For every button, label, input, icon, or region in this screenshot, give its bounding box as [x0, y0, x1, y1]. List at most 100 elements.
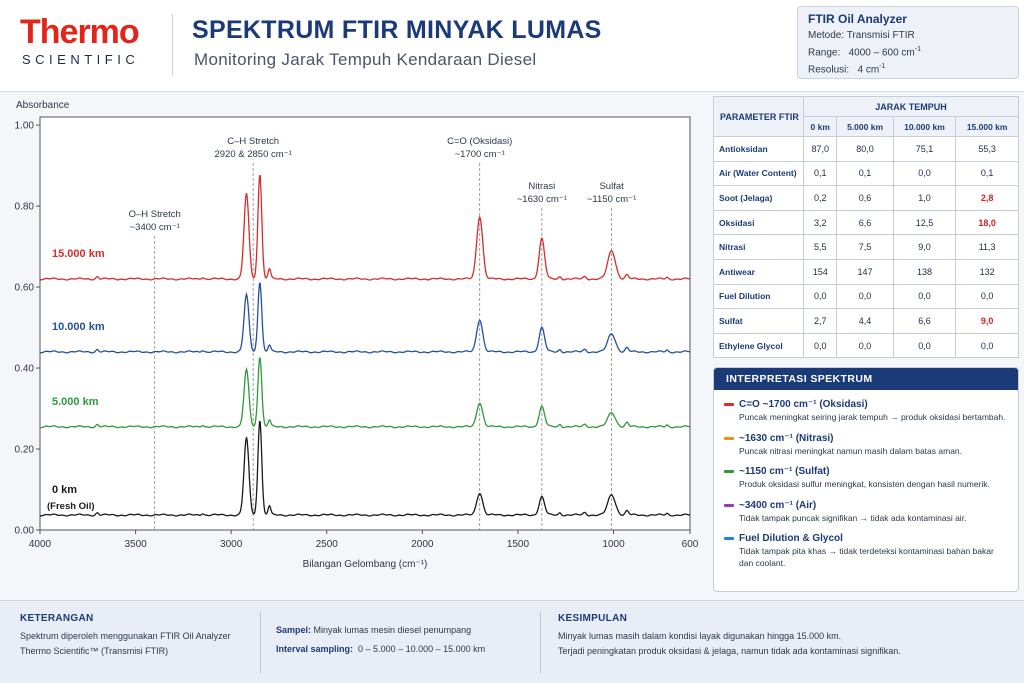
table-row-param: Air (Water Content) [713, 160, 804, 187]
series-line [39, 175, 690, 281]
header: Thermo SCIENTIFIC SPEKTRUM FTIR MINYAK L… [0, 0, 1024, 92]
table-cell: 138 [892, 258, 957, 285]
footer-separator [540, 611, 541, 673]
y-tick-label: 0.20 [15, 445, 35, 456]
interval-value: 0 – 5.000 – 10.000 – 15.000 km [358, 644, 486, 654]
table-header-group: JARAK TEMPUH [803, 96, 1019, 117]
table-body: Antioksidan 87,0 80,0 75,1 55,3 Air (Water Co… [713, 136, 1019, 359]
series-label: 10.000 km [52, 321, 105, 333]
table-row-param: Nitrasi [713, 234, 804, 260]
logo-subtext: SCIENTIFIC [22, 52, 140, 67]
table-cell: 0,0 [892, 160, 957, 187]
footer-keterangan: KETERANGAN Spektrum diperoleh menggunaka… [20, 613, 250, 659]
analyzer-title: FTIR Oil Analyzer [808, 12, 907, 26]
y-axis-label: Absorbance [16, 100, 70, 111]
table-cell: 2,8 [955, 185, 1019, 211]
analyzer-range-value: 4000 – 600 cm [848, 47, 915, 59]
header-divider [172, 14, 173, 76]
annotation-label: Nitrasi [528, 181, 555, 192]
series-label: 5.000 km [52, 396, 99, 408]
y-tick-label: 0.60 [15, 283, 35, 294]
bullet-marker-icon [724, 436, 734, 440]
x-tick-label: 2000 [411, 539, 434, 550]
x-tick-label: 600 [682, 539, 699, 550]
interval-label: Interval sampling: [276, 644, 354, 654]
interpretation-item-head: ~1150 cm⁻¹ (Sulfat) [739, 466, 830, 477]
sampel-label: Sampel: [276, 625, 312, 635]
footer: KETERANGAN Spektrum diperoleh menggunaka… [0, 600, 1024, 683]
kesimpulan-title: KESIMPULAN [558, 613, 628, 624]
series-line [39, 420, 691, 517]
analyzer-resolusi-label: Resolusi: [808, 64, 850, 76]
table-cell: 0,0 [836, 332, 894, 359]
table-row: Antiwear 154 147 138 132 [713, 258, 1019, 285]
interpretation-item-head: Fuel Dilution & Glycol [739, 533, 843, 544]
x-tick-label: 1000 [602, 539, 625, 550]
analyzer-resolusi: Resolusi: 4 cm-1 [808, 60, 1008, 77]
table-cell: 0,0 [836, 283, 894, 310]
table-row: Nitrasi 5,5 7,5 9,0 11,3 [713, 234, 1019, 260]
footer-sampel: Sampel: Minyak lumas mesin diesel penump… [276, 623, 526, 657]
x-tick-label: 4000 [29, 539, 52, 550]
table-col-header: 0 km [802, 116, 838, 137]
interpretation-item-head: ~1630 cm⁻¹ (Nitrasi) [739, 432, 834, 444]
table-row-param: Ethylene Glycol [713, 332, 804, 359]
table-cell: 80,0 [836, 136, 894, 162]
sampel-line: Sampel: Minyak lumas mesin diesel penump… [276, 623, 526, 638]
table-cell: 0,6 [836, 185, 894, 211]
table-cell: 0,1 [955, 160, 1019, 187]
logo-wordmark: Thermo [20, 13, 140, 51]
table-cell: 9,0 [892, 234, 957, 260]
table-col-header: 15.000 km [955, 116, 1019, 137]
table-cell: 0,0 [955, 332, 1019, 359]
table-cell: 154 [802, 258, 838, 285]
table-row: Soot (Jelaga) 0,2 0,6 1,0 2,8 [713, 185, 1019, 211]
x-tick-label: 1500 [507, 539, 530, 550]
keterangan-line2: Thermo Scientific™ (Transmisi FTIR) [20, 646, 169, 656]
table-cell: 0,0 [892, 332, 957, 359]
series-sublabel: (Fresh Oil) [47, 501, 95, 512]
annotation-sublabel: ~1150 cm⁻¹ [587, 194, 636, 205]
page-title: SPEKTRUM FTIR MINYAK LUMAS [192, 16, 602, 44]
bullet-marker-icon [724, 403, 734, 406]
bullet-marker-icon [724, 537, 734, 540]
table-row-param: Sulfat [713, 308, 804, 334]
interpretation-item-desc: Puncak nitrasi meningkat namun masih dal… [739, 445, 963, 456]
page-subtitle: Monitoring Jarak Tempuh Kendaraan Diesel [194, 50, 537, 69]
annotation-label: Sulfat [599, 181, 624, 192]
y-tick-label: 1.00 [15, 121, 35, 132]
table-row-param: Antioksidan [713, 136, 804, 162]
table-row-param: Fuel Dilution [713, 283, 804, 310]
table-cell: 3,2 [802, 209, 838, 236]
interpretation-item: Fuel Dilution & Glycol Tidak tampak pita … [714, 532, 1018, 569]
interpretation-item: C=O ~1700 cm⁻¹ (Oksidasi) Puncak meningka… [714, 398, 1018, 424]
x-tick-label: 2500 [316, 539, 339, 550]
table-row-param: Soot (Jelaga) [713, 185, 804, 211]
table-row: Fuel Dilution 0,0 0,0 0,0 0,0 [713, 283, 1019, 310]
interpretation-panel: INTERPRETASI SPEKTRUM C=O ~1700 cm⁻¹ (Ok… [713, 367, 1019, 592]
analyzer-metode: Metode: Transmisi FTIR [808, 30, 915, 41]
table-cell: 7,5 [836, 234, 894, 260]
annotation-sublabel: 2920 & 2850 cm⁻¹ [214, 149, 291, 160]
table-col-header: 10.000 km [892, 116, 957, 137]
table-cell: 132 [955, 258, 1019, 285]
table-cell: 18,0 [955, 209, 1019, 236]
kesimpulan-line1: Minyak lumas masih dalam kondisi layak d… [558, 631, 842, 641]
series-label: 0 km [52, 484, 77, 496]
x-axis-label: Bilangan Gelombang (cm⁻¹) [303, 559, 428, 570]
table-row: Ethylene Glycol 0,0 0,0 0,0 0,0 [713, 332, 1019, 359]
table-cell: 0,2 [802, 185, 838, 211]
table-cell: 0,0 [955, 283, 1019, 310]
table-cell: 0,0 [802, 283, 838, 310]
footer-separator [260, 611, 261, 673]
table-row: Air (Water Content) 0,1 0,1 0,0 0,1 [713, 160, 1019, 187]
table-cell: 147 [836, 258, 894, 285]
table-cell: 5,5 [802, 234, 838, 260]
interval-line: Interval sampling: 0 – 5.000 – 10.000 – … [276, 642, 526, 657]
interpretation-item-desc: Produk oksidasi sulfur meningkat, konsis… [739, 479, 990, 489]
analyzer-resolusi-value: 4 cm [857, 64, 880, 76]
interpretation-item: ~1150 cm⁻¹ (Sulfat) Produk oksidasi sulfu… [714, 465, 1018, 491]
x-tick-label: 3500 [124, 539, 147, 550]
table-row-param: Oksidasi [713, 209, 804, 236]
table-cell: 11,3 [955, 234, 1019, 260]
